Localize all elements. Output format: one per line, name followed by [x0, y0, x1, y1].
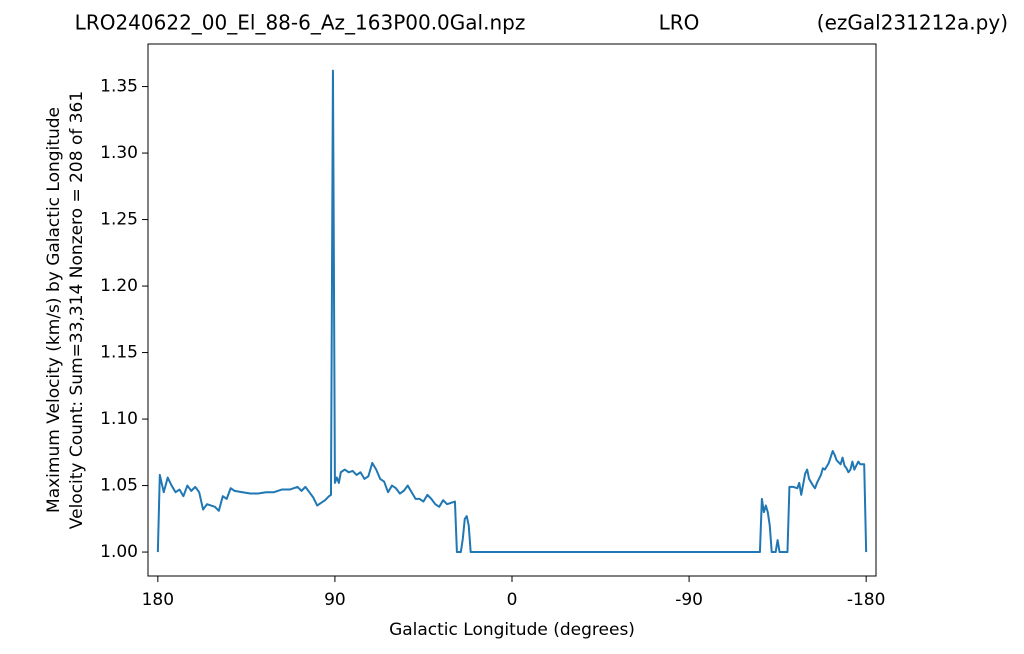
- y-tick-label: 1.05: [100, 476, 138, 496]
- x-axis-label: Galactic Longitude (degrees): [389, 620, 635, 640]
- y-tick-label: 1.35: [100, 77, 138, 97]
- data-line: [156, 69, 868, 554]
- x-tick-label: -90: [675, 590, 703, 610]
- y-tick-label: 1.25: [100, 210, 138, 230]
- y-axis-label: Velocity Count: Sum=33,314 Nonzero = 208…: [67, 91, 87, 529]
- chart-title: LRO240622_00_El_88-6_Az_163P00.0Gal.npz: [75, 11, 526, 35]
- y-tick-label: 1.20: [100, 276, 138, 296]
- x-tick-label: -180: [847, 590, 886, 610]
- chart-title-right: (ezGal231212a.py): [817, 11, 1008, 35]
- x-tick-label: 0: [507, 590, 518, 610]
- chart-title-center: LRO: [659, 11, 700, 35]
- y-axis-label: Maximum Velocity (km/s) by Galactic Long…: [44, 107, 64, 513]
- y-tick-label: 1.10: [100, 409, 138, 429]
- y-tick-label: 1.15: [100, 343, 138, 363]
- x-tick-label: 90: [324, 590, 346, 610]
- axes-frame: [147, 43, 877, 577]
- x-tick-label: 180: [142, 590, 174, 610]
- y-tick-label: 1.30: [100, 143, 138, 163]
- y-tick-label: 1.00: [100, 542, 138, 562]
